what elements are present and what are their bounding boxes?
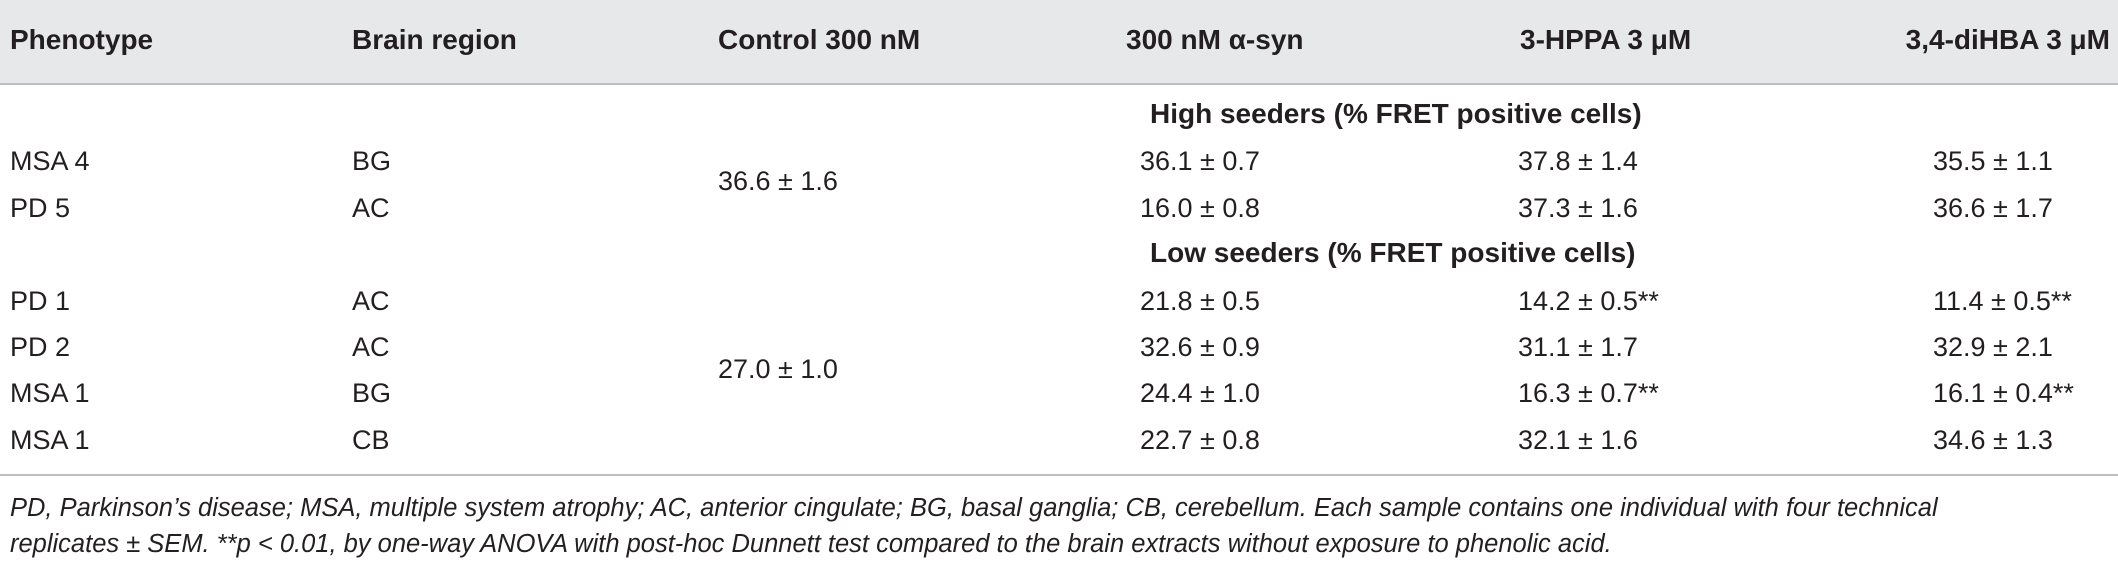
table-footnote: PD, Parkinson’s disease; MSA, multiple s… [10, 490, 2110, 562]
table-bottom-rule [0, 474, 2118, 476]
cell-hppa: 37.8 ± 1.4 [1518, 146, 1638, 176]
cell-hppa: 31.1 ± 1.7 [1518, 332, 1638, 362]
cell-asyn: 32.6 ± 0.9 [1140, 332, 1260, 362]
cell-asyn: 24.4 ± 1.0 [1140, 378, 1260, 408]
cell-control-low: 27.0 ± 1.0 [718, 354, 838, 384]
cell-asyn: 36.1 ± 0.7 [1140, 146, 1260, 176]
header-phenotype: Phenotype [10, 24, 154, 55]
header-hppa: 3-HPPA 3 μM [1520, 24, 1692, 55]
cell-dihba: 16.1 ± 0.4** [1933, 378, 2074, 408]
cell-region: BG [352, 378, 392, 408]
cell-region: CB [352, 425, 390, 455]
footnote-line: replicates ± SEM. **p < 0.01, by one-way… [10, 530, 1612, 558]
cell-hppa: 16.3 ± 0.7** [1518, 378, 1659, 408]
cell-dihba: 36.6 ± 1.7 [1933, 193, 2053, 223]
cell-hppa: 37.3 ± 1.6 [1518, 193, 1638, 223]
header-control: Control 300 nM [718, 24, 921, 55]
cell-dihba: 32.9 ± 2.1 [1933, 332, 2053, 362]
group-title-low: Low seeders (% FRET positive cells) [1150, 237, 1636, 268]
cell-hppa: 32.1 ± 1.6 [1518, 425, 1638, 455]
footnote-line: PD, Parkinson’s disease; MSA, multiple s… [10, 494, 1938, 522]
cell-phenotype: MSA 1 [10, 378, 90, 408]
cell-dihba: 11.4 ± 0.5** [1933, 286, 2072, 316]
cell-control-high: 36.6 ± 1.6 [718, 166, 838, 196]
header-dihba: 3,4-diHBA 3 μM [1905, 24, 2110, 55]
cell-region: AC [352, 193, 390, 223]
cell-hppa: 14.2 ± 0.5** [1518, 286, 1659, 316]
cell-phenotype: MSA 1 [10, 425, 90, 455]
cell-phenotype: MSA 4 [10, 146, 90, 176]
cell-region: BG [352, 146, 392, 176]
header-brain-region: Brain region [352, 24, 517, 55]
cell-asyn: 16.0 ± 0.8 [1140, 193, 1260, 223]
header-rule [0, 83, 2118, 85]
table-header: Phenotype Brain region Control 300 nM 30… [0, 0, 2118, 83]
cell-dihba: 35.5 ± 1.1 [1933, 146, 2053, 176]
cell-phenotype: PD 1 [10, 286, 71, 316]
cell-phenotype: PD 2 [10, 332, 71, 362]
cell-region: AC [352, 286, 390, 316]
cell-phenotype: PD 5 [10, 193, 71, 223]
header-asyn: 300 nM α-syn [1126, 24, 1304, 55]
cell-asyn: 21.8 ± 0.5 [1140, 286, 1260, 316]
cell-region: AC [352, 332, 390, 362]
group-title-high: High seeders (% FRET positive cells) [1150, 98, 1642, 129]
cell-asyn: 22.7 ± 0.8 [1140, 425, 1260, 455]
cell-dihba: 34.6 ± 1.3 [1933, 425, 2053, 455]
